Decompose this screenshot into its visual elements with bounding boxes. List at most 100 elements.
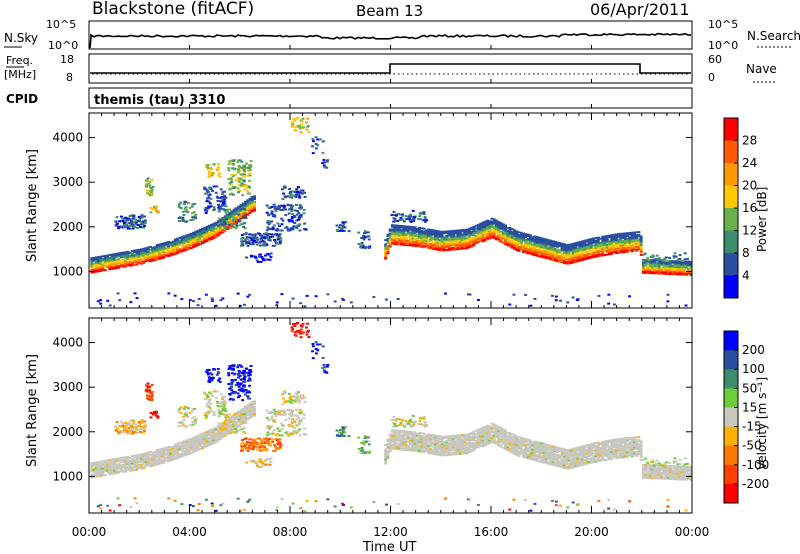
power-cell (194, 230, 198, 233)
power-cell (535, 246, 539, 249)
velocity-cell (470, 448, 473, 451)
velocity-cell (248, 405, 252, 408)
velocity-cell (424, 434, 428, 437)
velocity-cell (422, 445, 426, 448)
velocity-cell (144, 457, 148, 460)
velocity-cell (246, 418, 250, 421)
velocity-cell (187, 441, 191, 444)
velocity-cell (140, 454, 143, 457)
power-cell (474, 234, 478, 237)
power-cell (244, 203, 247, 206)
power-cell (99, 265, 103, 268)
velocity-cell (393, 433, 397, 436)
power-cell (501, 241, 505, 244)
velocity-cell (449, 453, 453, 456)
power-cell (454, 245, 458, 248)
power-cell (192, 233, 195, 236)
power-cell (666, 264, 670, 267)
velocity-cell (395, 436, 399, 439)
power-cell (644, 260, 648, 263)
velocity-cell (479, 427, 483, 430)
power-cell (549, 244, 553, 246)
power-cell (687, 272, 691, 275)
power-cell (400, 233, 403, 236)
power-cell (458, 235, 462, 237)
power-cell (603, 254, 607, 256)
power-cell (322, 158, 326, 161)
power-cell (671, 265, 675, 268)
power-cell (535, 243, 539, 246)
velocity-cell (183, 440, 186, 443)
power-cell (562, 251, 566, 254)
power-cell (651, 260, 654, 263)
power-cell (151, 255, 155, 258)
velocity-cell (106, 459, 109, 462)
power-cell (297, 212, 301, 215)
velocity-cell (158, 458, 161, 461)
velocity-cell (418, 446, 421, 449)
power-cell (149, 253, 152, 256)
velocity-cell (388, 440, 392, 443)
velocity-cell (160, 460, 164, 463)
power-cell (92, 256, 96, 259)
power-cell (409, 220, 413, 223)
velocity-cell (169, 452, 173, 455)
power-cell (479, 225, 483, 228)
power-cell (254, 233, 258, 236)
power-cell (325, 160, 329, 163)
power-cell (594, 242, 598, 245)
power-cell (608, 236, 611, 239)
power-cell (635, 245, 639, 248)
velocity-cell (160, 447, 164, 450)
power-cell (155, 254, 159, 257)
power-cell (162, 250, 166, 253)
power-cell (513, 242, 516, 245)
power-cell (531, 237, 535, 240)
power-cell (569, 259, 573, 262)
power-cell (666, 261, 670, 264)
power-cell (228, 161, 232, 164)
power-cell (238, 169, 242, 172)
power-cell (233, 173, 237, 176)
power-cell (128, 256, 132, 259)
cpid-label: CPID (6, 92, 38, 106)
power-cell (531, 240, 535, 243)
power-cell (574, 255, 578, 258)
power-cell (526, 238, 530, 240)
power-cell (547, 252, 550, 254)
power-cell (145, 189, 149, 192)
velocity-cell (167, 460, 170, 463)
power-cell (675, 260, 679, 263)
power-cell (250, 208, 254, 211)
power-cell (465, 241, 469, 244)
power-cell (297, 125, 301, 127)
power-cell (214, 304, 218, 307)
velocity-cell (210, 433, 213, 436)
power-cell (224, 196, 228, 199)
power-cell (619, 237, 623, 240)
power-cell (178, 244, 182, 246)
velocity-cell (131, 469, 134, 472)
power-cell (580, 247, 584, 250)
power-cell (397, 240, 401, 243)
power-cell (99, 258, 103, 261)
power-cell (187, 242, 191, 245)
power-cell (644, 263, 648, 266)
power-cell (608, 240, 611, 243)
power-cell (607, 302, 611, 305)
power-cell (143, 215, 147, 218)
power-cell (112, 263, 116, 266)
velocity-cell (178, 444, 182, 447)
velocity-cell (486, 440, 489, 443)
velocity-cell (490, 425, 494, 428)
power-cell (121, 260, 125, 263)
power-cell (621, 234, 625, 237)
velocity-cell (126, 467, 130, 470)
velocity-cell (467, 442, 471, 445)
power-cell (470, 236, 473, 239)
velocity-cell (210, 443, 213, 446)
power-cell (299, 123, 303, 126)
power-cell (214, 231, 218, 234)
power-cell (483, 232, 487, 235)
velocity-cell (185, 450, 189, 453)
